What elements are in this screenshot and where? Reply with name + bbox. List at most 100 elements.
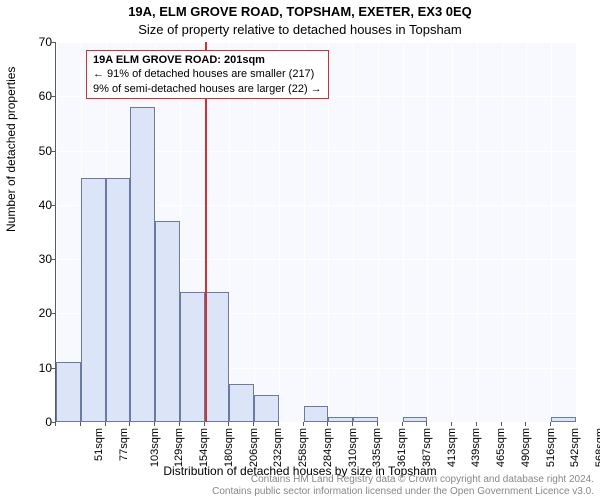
grid-line <box>452 42 453 422</box>
histogram-bar <box>229 384 254 422</box>
x-tick-label: 258sqm <box>297 428 309 467</box>
x-tick-label: 154sqm <box>198 428 210 467</box>
x-tick <box>501 422 502 426</box>
x-tick <box>129 422 130 426</box>
y-tick-label: 40 <box>24 198 52 212</box>
y-tick <box>51 368 55 369</box>
grid-line <box>254 42 255 422</box>
property-size-histogram: 19A, ELM GROVE ROAD, TOPSHAM, EXETER, EX… <box>0 0 600 500</box>
x-tick-label: 516sqm <box>545 428 557 467</box>
x-tick-label: 51sqm <box>93 428 105 461</box>
x-tick-label: 129sqm <box>173 428 185 467</box>
x-tick-label: 180sqm <box>223 428 235 467</box>
x-tick <box>352 422 353 426</box>
footer-line1: Contains HM Land Registry data © Crown c… <box>212 474 594 486</box>
grid-line <box>328 42 329 422</box>
histogram-bar <box>205 292 230 422</box>
y-tick <box>51 96 55 97</box>
x-tick <box>55 422 56 426</box>
footer-line2: Contains public sector information licen… <box>212 486 594 498</box>
x-tick-label: 206sqm <box>248 428 260 467</box>
grid-line <box>427 42 428 422</box>
y-tick-label: 60 <box>24 89 52 103</box>
annotation-line2: ← 91% of detached houses are smaller (21… <box>93 67 322 81</box>
annotation-box: 19A ELM GROVE ROAD: 201sqm← 91% of detac… <box>86 50 329 99</box>
chart-title-main: 19A, ELM GROVE ROAD, TOPSHAM, EXETER, EX… <box>0 4 600 19</box>
x-tick-label: 387sqm <box>421 428 433 467</box>
y-tick <box>51 151 55 152</box>
histogram-bar <box>155 221 180 422</box>
x-tick <box>253 422 254 426</box>
grid-line <box>279 42 280 422</box>
x-tick <box>80 422 81 426</box>
x-tick-label: 335sqm <box>372 428 384 467</box>
histogram-bar <box>403 417 428 422</box>
grid-line <box>502 42 503 422</box>
x-tick-label: 77sqm <box>118 428 130 461</box>
x-tick <box>476 422 477 426</box>
annotation-line1: 19A ELM GROVE ROAD: 201sqm <box>93 53 322 67</box>
grid-line <box>56 42 576 43</box>
histogram-bar <box>106 178 131 422</box>
y-tick-label: 70 <box>24 35 52 49</box>
footer-attribution: Contains HM Land Registry data © Crown c… <box>212 474 594 498</box>
y-tick <box>51 259 55 260</box>
x-tick <box>327 422 328 426</box>
x-tick-label: 490sqm <box>520 428 532 467</box>
x-tick-label: 310sqm <box>347 428 359 467</box>
histogram-bar <box>551 417 576 422</box>
x-tick <box>550 422 551 426</box>
y-axis-title: Number of detached properties <box>4 67 18 232</box>
grid-line <box>551 42 552 422</box>
y-tick <box>51 42 55 43</box>
x-tick <box>204 422 205 426</box>
grid-line <box>304 42 305 422</box>
grid-line <box>378 42 379 422</box>
histogram-bar <box>353 417 378 422</box>
x-tick <box>402 422 403 426</box>
x-tick-label: 413sqm <box>446 428 458 467</box>
x-tick-label: 361sqm <box>396 428 408 467</box>
x-tick <box>525 422 526 426</box>
x-tick <box>179 422 180 426</box>
x-tick-label: 103sqm <box>149 428 161 467</box>
grid-line <box>576 42 577 422</box>
x-tick <box>105 422 106 426</box>
chart-title-sub: Size of property relative to detached ho… <box>0 22 600 37</box>
grid-line <box>526 42 527 422</box>
x-tick-label: 284sqm <box>322 428 334 467</box>
reference-line <box>205 42 207 422</box>
x-tick <box>451 422 452 426</box>
grid-line <box>229 42 230 422</box>
y-tick-label: 30 <box>24 252 52 266</box>
histogram-bar <box>254 395 279 422</box>
x-tick <box>426 422 427 426</box>
grid-line <box>353 42 354 422</box>
histogram-bar <box>304 406 329 422</box>
y-tick-label: 0 <box>24 415 52 429</box>
y-tick <box>51 205 55 206</box>
x-tick-label: 439sqm <box>471 428 483 467</box>
x-tick-label: 542sqm <box>570 428 582 467</box>
y-tick-label: 10 <box>24 361 52 375</box>
x-tick <box>154 422 155 426</box>
x-tick-label: 232sqm <box>272 428 284 467</box>
grid-line <box>403 42 404 422</box>
histogram-bar <box>56 362 81 422</box>
x-tick <box>228 422 229 426</box>
x-tick-label: 465sqm <box>495 428 507 467</box>
grid-line <box>477 42 478 422</box>
grid-line <box>56 422 576 423</box>
histogram-bar <box>81 178 106 422</box>
histogram-bar <box>180 292 205 422</box>
y-tick-label: 20 <box>24 306 52 320</box>
x-tick <box>303 422 304 426</box>
plot-area: 19A ELM GROVE ROAD: 201sqm← 91% of detac… <box>55 42 576 423</box>
annotation-line3: 9% of semi-detached houses are larger (2… <box>93 82 322 96</box>
y-tick <box>51 313 55 314</box>
histogram-bar <box>328 417 353 422</box>
x-tick <box>278 422 279 426</box>
y-tick-label: 50 <box>24 144 52 158</box>
x-tick-label: 568sqm <box>594 428 600 467</box>
histogram-bar <box>130 107 155 422</box>
